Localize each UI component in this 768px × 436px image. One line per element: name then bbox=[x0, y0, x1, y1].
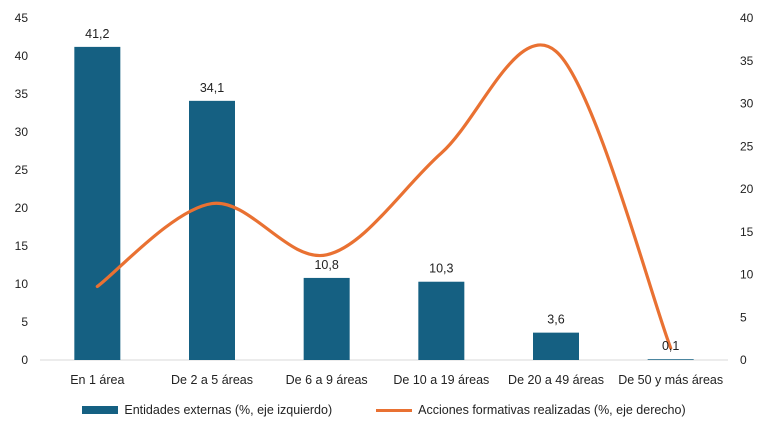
bar-data-label: 10,3 bbox=[429, 262, 453, 276]
right-tick-label: 15 bbox=[740, 225, 754, 239]
bar bbox=[418, 281, 465, 360]
legend-swatch-line bbox=[376, 408, 413, 412]
bar-data-label: 34,1 bbox=[200, 81, 224, 95]
bar-data-label: 3,6 bbox=[547, 313, 564, 327]
right-tick-label: 40 bbox=[740, 11, 754, 25]
legend-label-line: Acciones formativas realizadas (%, eje d… bbox=[418, 403, 686, 417]
category-label: De 20 a 49 áreas bbox=[508, 373, 604, 387]
bar-data-label: 0,1 bbox=[662, 339, 679, 353]
legend: Entidades externas (%, eje izquierdo) Ac… bbox=[0, 398, 768, 422]
bar bbox=[647, 359, 694, 360]
line-series bbox=[95, 43, 673, 350]
right-tick-label: 0 bbox=[740, 353, 747, 367]
legend-label-bars: Entidades externas (%, eje izquierdo) bbox=[124, 403, 333, 417]
legend-item-bars[interactable]: Entidades externas (%, eje izquierdo) bbox=[82, 403, 332, 417]
bar-data-label: 41,2 bbox=[85, 27, 109, 41]
left-tick-label: 45 bbox=[15, 11, 29, 25]
left-tick-label: 30 bbox=[15, 125, 29, 139]
left-tick-label: 40 bbox=[15, 49, 29, 63]
category-label: De 50 y más áreas bbox=[618, 373, 723, 387]
category-labels: En 1 área De 2 a 5 áreas De 6 a 9 áreas De … bbox=[70, 373, 723, 387]
category-label: De 10 a 19 áreas bbox=[393, 373, 489, 387]
bar-data-labels: 41,2 34,1 10,8 10,3 3,6 0,1 bbox=[85, 27, 679, 353]
left-axis-ticks: 0 5 10 15 20 25 30 35 40 45 bbox=[15, 11, 29, 367]
bar bbox=[303, 277, 350, 360]
left-tick-label: 15 bbox=[15, 239, 29, 253]
right-tick-label: 10 bbox=[740, 268, 754, 282]
bar bbox=[189, 100, 235, 360]
left-tick-label: 10 bbox=[15, 277, 29, 291]
category-label: En 1 área bbox=[70, 373, 124, 387]
bar bbox=[533, 332, 579, 360]
right-tick-label: 35 bbox=[740, 54, 754, 68]
right-tick-label: 25 bbox=[740, 139, 754, 153]
category-label: De 6 a 9 áreas bbox=[286, 373, 368, 387]
left-tick-label: 0 bbox=[21, 353, 28, 367]
legend-swatch-bar bbox=[82, 406, 119, 414]
left-tick-label: 5 bbox=[21, 315, 28, 329]
left-tick-label: 35 bbox=[15, 87, 29, 101]
legend-item-line[interactable]: Acciones formativas realizadas (%, eje d… bbox=[376, 403, 686, 417]
bar bbox=[74, 46, 121, 360]
line-path bbox=[95, 43, 673, 350]
right-tick-label: 30 bbox=[740, 97, 754, 111]
right-tick-label: 20 bbox=[740, 182, 754, 196]
bar-series bbox=[74, 46, 694, 360]
bar-data-label: 10,8 bbox=[314, 258, 338, 272]
left-tick-label: 20 bbox=[15, 201, 29, 215]
right-axis-ticks: 0 5 10 15 20 25 30 35 40 bbox=[740, 11, 754, 367]
category-label: De 2 a 5 áreas bbox=[171, 373, 253, 387]
left-tick-label: 25 bbox=[15, 163, 29, 177]
right-tick-label: 5 bbox=[740, 310, 747, 324]
